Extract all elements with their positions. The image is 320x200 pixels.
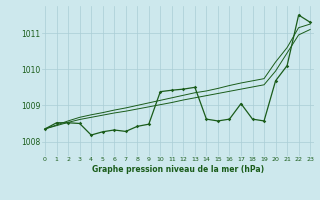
X-axis label: Graphe pression niveau de la mer (hPa): Graphe pression niveau de la mer (hPa) (92, 165, 264, 174)
